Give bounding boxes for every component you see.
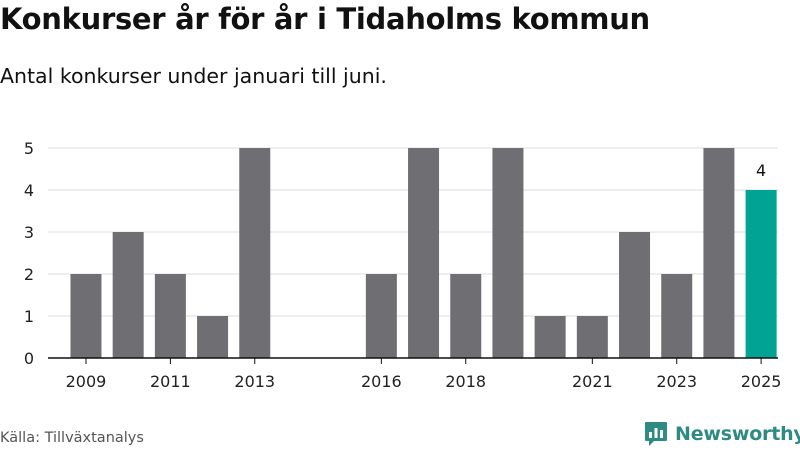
y-tick-label: 2 [24, 265, 34, 284]
chart-title: Konkurser år för år i Tidaholms kommun [0, 2, 650, 36]
y-tick-label: 4 [24, 181, 34, 200]
chart-subtitle: Antal konkurser under januari till juni. [0, 64, 387, 88]
x-tick-label: 2011 [150, 372, 191, 391]
bar [703, 148, 735, 358]
bar [197, 316, 229, 358]
x-tick-label: 2009 [66, 372, 107, 391]
bar [534, 316, 566, 358]
bar [661, 274, 693, 358]
source-note: Källa: Tillväxtanalys [0, 430, 144, 446]
x-tick-label: 2021 [572, 372, 613, 391]
y-tick-label: 3 [24, 223, 34, 242]
x-tick-label: 2025 [741, 372, 782, 391]
bar [576, 316, 608, 358]
bar [154, 274, 186, 358]
y-tick-label: 5 [24, 139, 34, 158]
bar-chart: 0 1 2 3 4 5 4 2009 2011 2013 2016 2018 2021 2023 2025 [24, 139, 782, 391]
newsworthy-logo-icon [645, 422, 667, 446]
bar [365, 274, 397, 358]
bar [619, 232, 651, 358]
y-tick-label: 1 [24, 307, 34, 326]
bar [70, 274, 102, 358]
bar [450, 274, 482, 358]
y-tick-label: 0 [24, 349, 34, 368]
bar [492, 148, 524, 358]
brand-logo: Newsworthy [644, 420, 800, 448]
x-tick-label: 2023 [656, 372, 697, 391]
bar [239, 148, 271, 358]
bar-value-label: 4 [756, 161, 766, 180]
x-tick-label: 2016 [361, 372, 402, 391]
x-tick-label: 2013 [234, 372, 275, 391]
bar [112, 232, 144, 358]
bar [745, 190, 777, 358]
x-tick-label: 2018 [445, 372, 486, 391]
bar [408, 148, 440, 358]
brand-name: Newsworthy [675, 423, 800, 445]
